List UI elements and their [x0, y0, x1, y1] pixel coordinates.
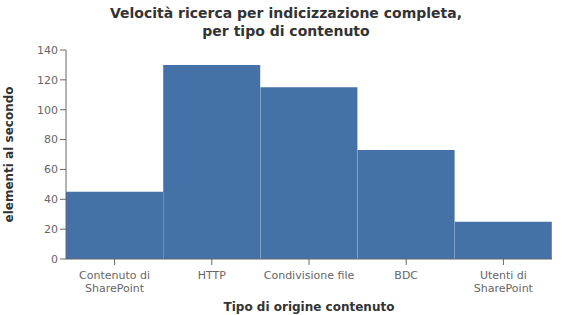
html-text:per tipo di contenuto: per tipo di contenuto [202, 23, 370, 39]
svg-text:140: 140 [37, 44, 58, 57]
svg-text:HTTP: HTTP [198, 269, 227, 282]
svg-text:Utenti diSharePoint: Utenti diSharePoint [474, 269, 534, 295]
svg-text:60: 60 [44, 163, 58, 176]
svg-text:BDC: BDC [394, 269, 418, 282]
svg-text:80: 80 [44, 133, 58, 146]
svg-text:20: 20 [44, 223, 58, 236]
svg-text:Contenuto diSharePoint: Contenuto diSharePoint [79, 269, 150, 295]
svg-text:0: 0 [51, 253, 58, 266]
svg-text:120: 120 [37, 74, 58, 87]
svg-text:40: 40 [44, 193, 58, 206]
html-text:Velocità ricerca per indicizza: Velocità ricerca per indicizzazione comp… [110, 5, 462, 21]
svg-text:Condivisione file: Condivisione file [264, 269, 355, 282]
svg-text:elementi al secondo: elementi al secondo [8, 86, 16, 222]
svg-text:Tipo di origine contenuto: Tipo di origine contenuto [224, 300, 395, 314]
svg-text:100: 100 [37, 104, 58, 117]
